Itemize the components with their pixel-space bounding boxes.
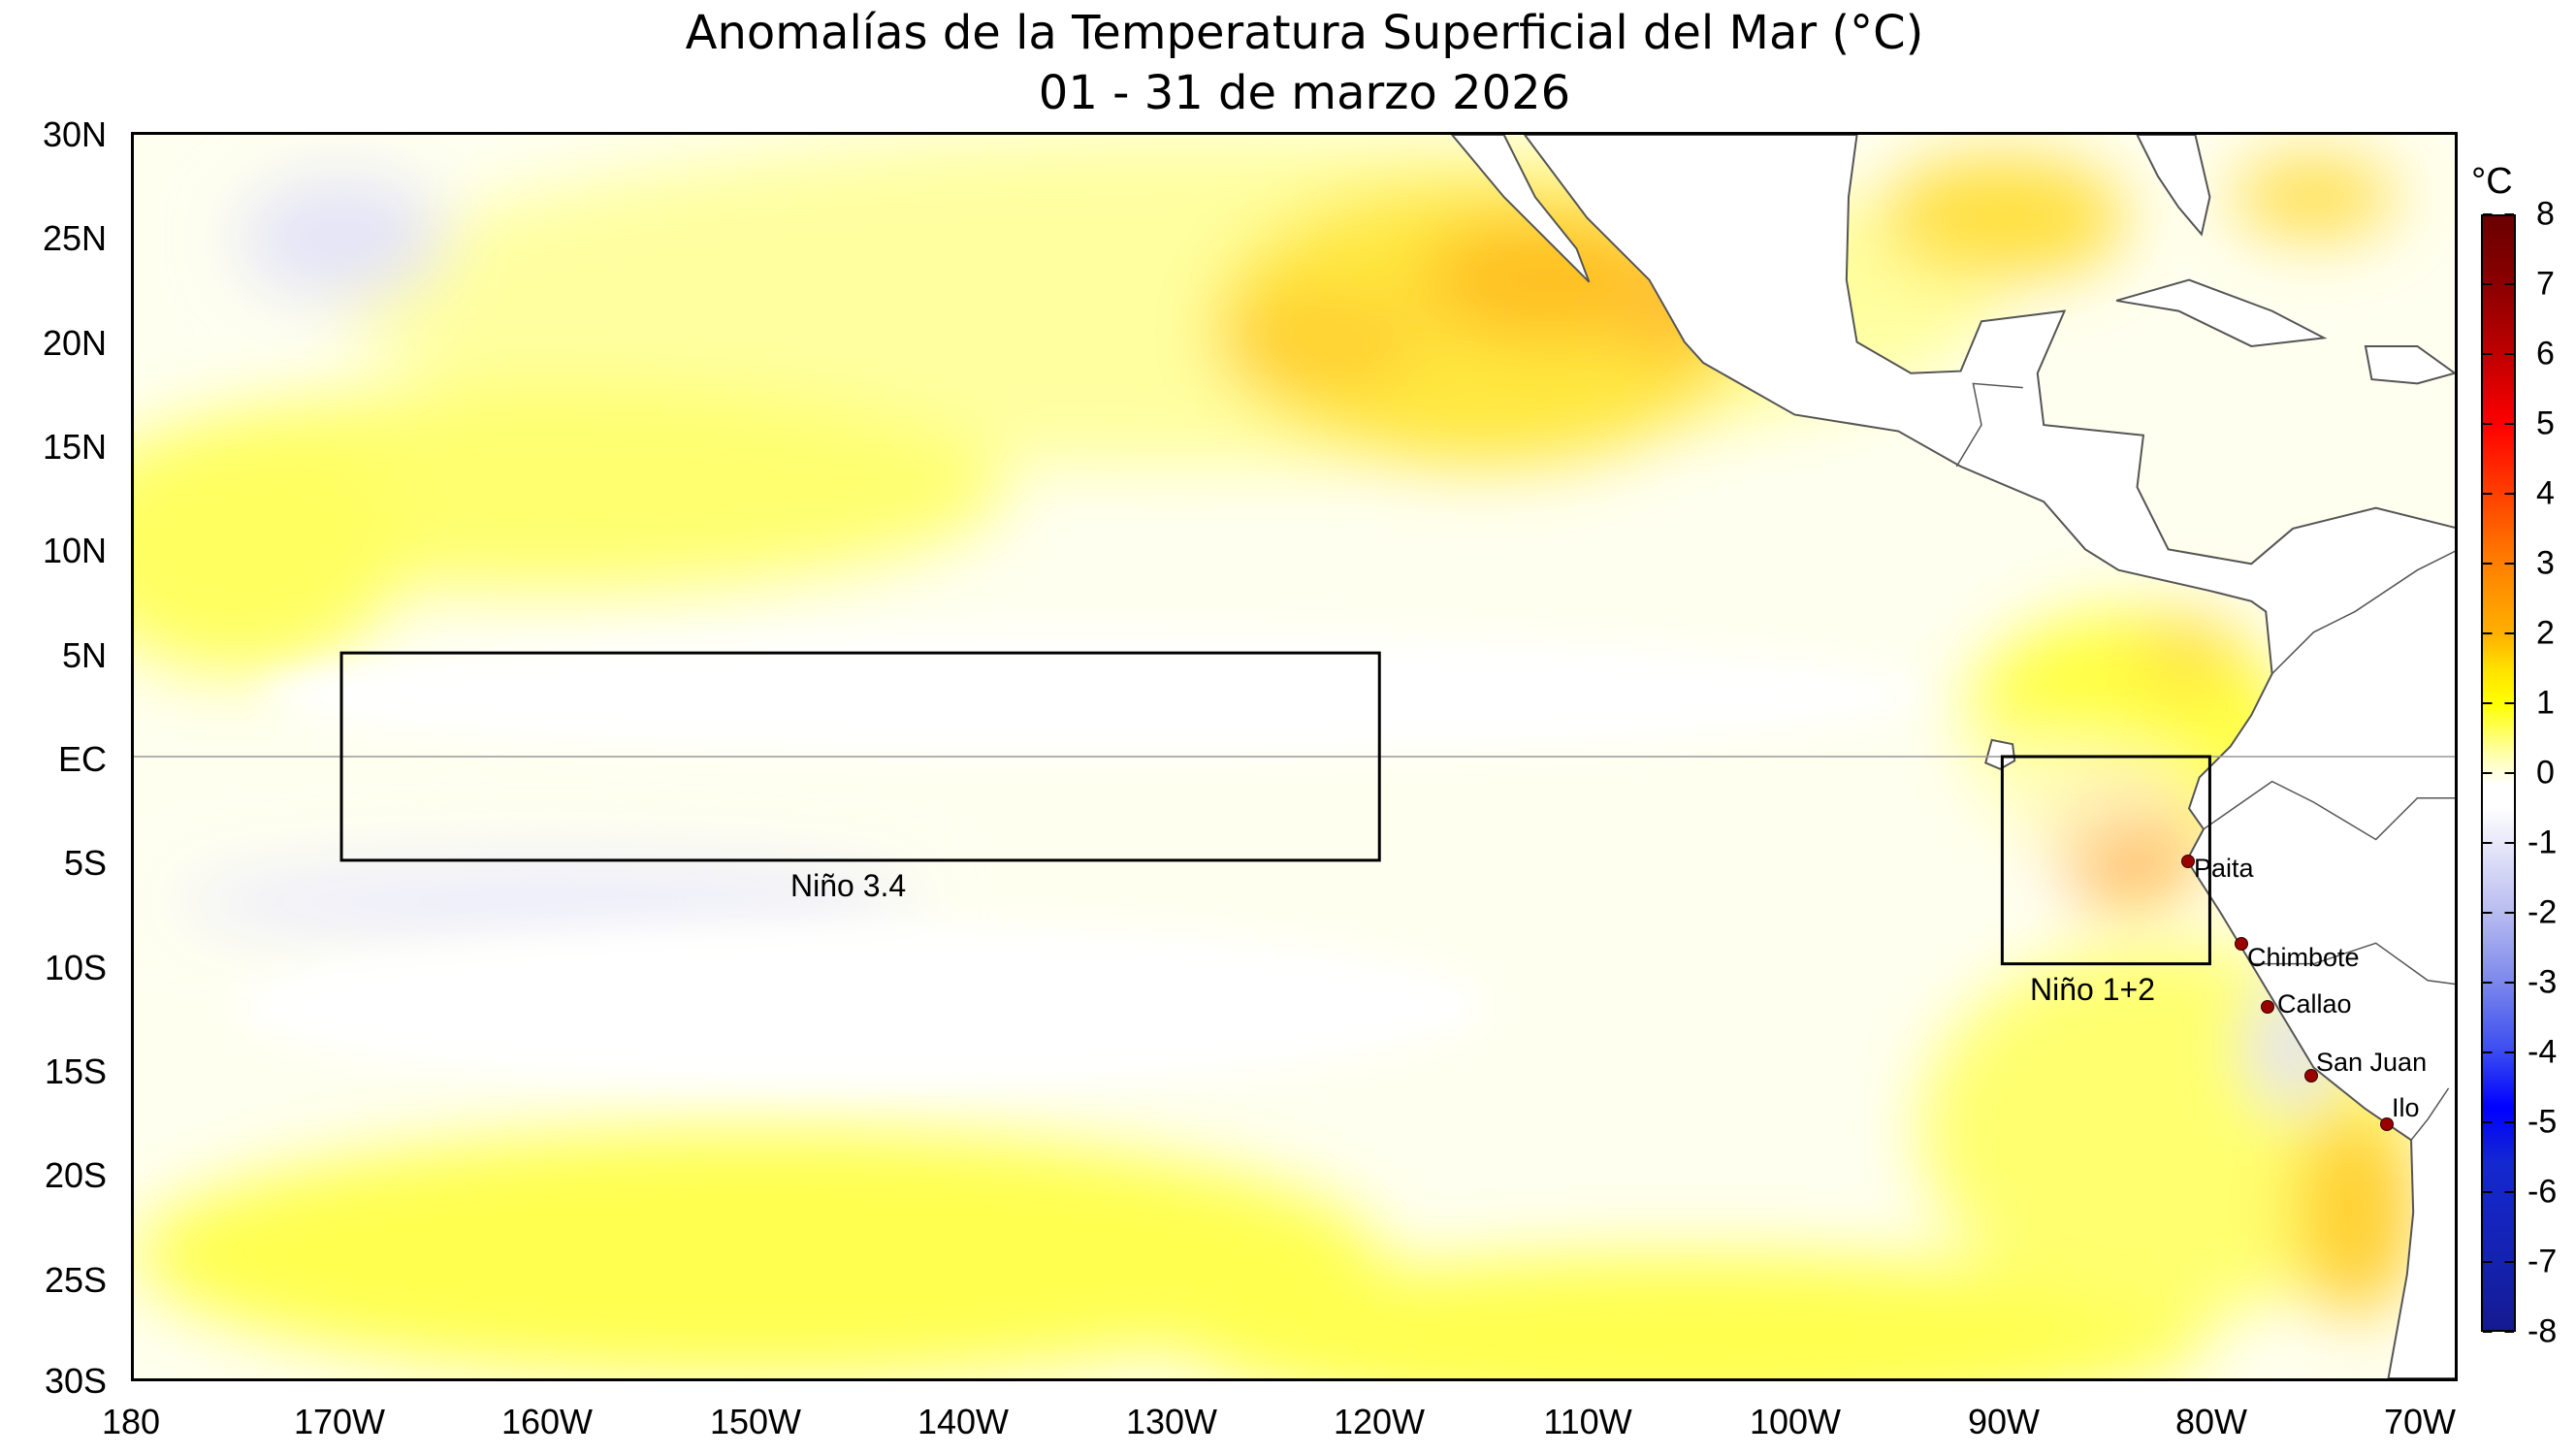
colorbar-tick-label: -8 xyxy=(2528,1312,2558,1350)
chart-title-line2: 01 - 31 de marzo 2026 xyxy=(1038,66,1571,120)
colorbar-unit: °C xyxy=(2471,161,2513,202)
colorbar-tick-label: 8 xyxy=(2536,195,2555,233)
colorbar-tick-mark xyxy=(2483,563,2514,565)
lon-label: 130W xyxy=(1125,1402,1218,1441)
colorbar-tick-mark xyxy=(2483,702,2514,704)
colorbar-tick-mark xyxy=(2483,912,2514,914)
lon-label: 120W xyxy=(1333,1402,1426,1441)
colorbar-tick-mark xyxy=(2483,353,2514,355)
lat-label: 30N xyxy=(42,114,107,154)
colorbar-tick-mark xyxy=(2483,1261,2514,1263)
nino34-box xyxy=(341,653,1379,860)
colorbar-tick-label: 1 xyxy=(2536,684,2555,722)
colorbar-tick-label: -3 xyxy=(2528,963,2558,1001)
nino12-box xyxy=(2002,757,2209,964)
colorbar-tick-label: 0 xyxy=(2536,754,2555,792)
colorbar-tick-label: 3 xyxy=(2536,544,2555,582)
lat-label: 20N xyxy=(42,323,107,363)
city-label-san-juan: San Juan xyxy=(2316,1048,2428,1077)
colorbar-tick-label: -7 xyxy=(2528,1243,2558,1280)
baja-california xyxy=(1452,135,1589,282)
colorbar-tick-mark xyxy=(2483,632,2514,634)
colorbar-tick-mark xyxy=(2483,423,2514,425)
lat-label: 25N xyxy=(42,218,107,258)
lat-label: 10S xyxy=(44,948,107,987)
colorbar-tick-label: -1 xyxy=(2528,824,2558,861)
galapagos xyxy=(1985,740,2014,769)
colorbar-tick-label: -4 xyxy=(2528,1033,2558,1071)
lon-label: 140W xyxy=(917,1402,1010,1441)
colorbar-tick-mark xyxy=(2483,772,2514,774)
city-marker-san-juan xyxy=(2304,1069,2318,1083)
map-canvas xyxy=(134,135,2455,1378)
colorbar-tick-label: 7 xyxy=(2536,265,2555,303)
lon-label: 110W xyxy=(1543,1402,1632,1441)
nino12-label: Niño 1+2 xyxy=(2030,972,2155,1007)
lat-label: 10N xyxy=(42,531,107,570)
city-label-callao: Callao xyxy=(2277,989,2352,1018)
city-marker-chimbote xyxy=(2235,937,2248,951)
colorbar-tick-label: 2 xyxy=(2536,614,2555,652)
city-marker-paita xyxy=(2181,855,2195,868)
city-label-chimbote: Chimbote xyxy=(2247,943,2360,972)
colorbar-tick-mark xyxy=(2483,1331,2514,1333)
lon-label: 80W xyxy=(2174,1402,2248,1441)
florida xyxy=(2138,135,2210,235)
lat-label: 15S xyxy=(44,1051,107,1091)
lon-label: 170W xyxy=(293,1402,386,1441)
colorbar-tick-label: -6 xyxy=(2528,1173,2558,1211)
colorbar-tick-mark xyxy=(2483,982,2514,984)
colorbar-tick-mark xyxy=(2483,1191,2514,1193)
lon-label: 180 xyxy=(101,1402,161,1441)
lon-label: 70W xyxy=(2383,1402,2457,1441)
nino34-label: Niño 3.4 xyxy=(790,868,907,903)
lat-label: 15N xyxy=(42,427,107,467)
lat-label: 20S xyxy=(44,1155,107,1195)
sst-anomaly-map xyxy=(131,132,2458,1381)
lat-label: 25S xyxy=(44,1260,107,1300)
chart-title-line1: Anomalías de la Temperatura Superficial … xyxy=(685,6,1924,60)
city-label-ilo: Ilo xyxy=(2392,1093,2420,1122)
lat-label: 5S xyxy=(63,843,107,883)
anomaly-field xyxy=(134,135,2455,1378)
cuba xyxy=(2116,280,2324,346)
colorbar-tick-label: 5 xyxy=(2536,404,2555,442)
city-marker-callao xyxy=(2261,1000,2274,1014)
city-marker-ilo xyxy=(2380,1117,2394,1131)
colorbar-tick-mark xyxy=(2483,842,2514,844)
colorbar-tick-mark xyxy=(2483,493,2514,495)
colorbar-tick-mark xyxy=(2483,1121,2514,1123)
hispaniola xyxy=(2366,346,2455,383)
colorbar-tick-mark xyxy=(2483,1051,2514,1053)
city-label-paita: Paita xyxy=(2194,854,2254,883)
colorbar-tick-label: 6 xyxy=(2536,335,2555,372)
lat-label: EC xyxy=(57,739,107,779)
lat-label: 5N xyxy=(61,635,107,675)
colorbar-tick-label: -2 xyxy=(2528,893,2558,931)
lon-label: 150W xyxy=(709,1402,802,1441)
country-borders xyxy=(1956,383,2455,1140)
lon-label: 90W xyxy=(1967,1402,2041,1441)
colorbar-tick-mark xyxy=(2483,283,2514,285)
colorbar-tick-mark xyxy=(2483,213,2514,215)
lon-label: 160W xyxy=(500,1402,594,1441)
lat-label: 30S xyxy=(44,1361,107,1401)
colorbar-tick-label: 4 xyxy=(2536,474,2555,512)
lon-label: 100W xyxy=(1749,1402,1842,1441)
colorbar-tick-label: -5 xyxy=(2528,1103,2558,1141)
